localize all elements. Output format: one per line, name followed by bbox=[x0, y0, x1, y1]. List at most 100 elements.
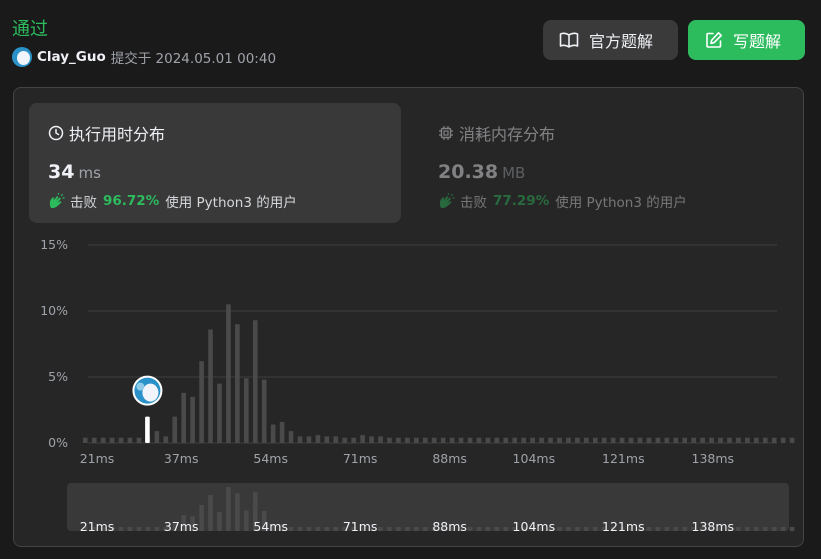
user-runtime-bar[interactable] bbox=[145, 416, 150, 443]
histogram-bar[interactable] bbox=[548, 437, 553, 443]
histogram-bar[interactable] bbox=[270, 424, 276, 443]
histogram-bar[interactable] bbox=[557, 437, 562, 443]
histogram-bar[interactable] bbox=[762, 437, 768, 443]
histogram-bar[interactable] bbox=[190, 396, 195, 443]
memory-beats: 击败 77.29% 使用 Python3 的用户 bbox=[438, 191, 687, 211]
histogram-bar[interactable] bbox=[109, 437, 115, 443]
histogram-bar[interactable] bbox=[252, 320, 258, 443]
histogram-bar[interactable] bbox=[333, 436, 339, 443]
navigator-bar bbox=[521, 527, 526, 531]
user-avatar[interactable] bbox=[12, 47, 32, 67]
user-avatar-face bbox=[142, 383, 159, 402]
histogram-bar[interactable] bbox=[610, 437, 616, 443]
histogram-bar[interactable] bbox=[163, 436, 169, 443]
histogram-bar[interactable] bbox=[566, 437, 571, 443]
histogram-bar[interactable] bbox=[306, 436, 312, 443]
histogram-bar[interactable] bbox=[235, 324, 240, 443]
histogram-bar[interactable] bbox=[458, 437, 464, 443]
histogram-bar[interactable] bbox=[244, 378, 249, 443]
histogram-bar[interactable] bbox=[342, 437, 348, 443]
stats-panel: 执行用时分布 34 ms 击败 96.72% 使用 Python3 的用户 消耗内… bbox=[13, 87, 804, 547]
histogram-bar[interactable] bbox=[789, 437, 795, 443]
histogram-bar[interactable] bbox=[422, 437, 428, 443]
histogram-bar[interactable] bbox=[736, 437, 741, 443]
navigator-bar bbox=[566, 527, 571, 531]
histogram-bar[interactable] bbox=[575, 437, 580, 443]
histogram-bar[interactable] bbox=[727, 437, 732, 443]
navigator-bar bbox=[700, 527, 705, 531]
histogram-bar[interactable] bbox=[584, 437, 589, 443]
histogram-bar[interactable] bbox=[601, 437, 607, 443]
histogram-bar[interactable] bbox=[324, 436, 330, 443]
histogram-bar[interactable] bbox=[494, 437, 500, 443]
histogram-bar[interactable] bbox=[521, 437, 526, 443]
memory-card[interactable]: 消耗内存分布 20.38 MB 击败 77.29% 使用 Python3 的用户 bbox=[419, 103, 791, 223]
histogram-bar[interactable] bbox=[476, 437, 482, 443]
runtime-card[interactable]: 执行用时分布 34 ms 击败 96.72% 使用 Python3 的用户 bbox=[29, 103, 401, 223]
histogram-bar[interactable] bbox=[288, 431, 294, 443]
histogram-bar[interactable] bbox=[82, 437, 88, 443]
histogram-bar[interactable] bbox=[154, 431, 160, 443]
histogram-bar[interactable] bbox=[136, 437, 142, 443]
histogram-bar[interactable] bbox=[279, 421, 285, 443]
histogram-bar[interactable] bbox=[691, 437, 696, 443]
histogram-bar[interactable] bbox=[172, 416, 178, 443]
histogram-bar[interactable] bbox=[431, 437, 437, 443]
navigator-bar bbox=[324, 527, 330, 531]
navigator-bar bbox=[369, 527, 374, 531]
histogram-bar[interactable] bbox=[360, 435, 365, 443]
histogram-bar[interactable] bbox=[503, 437, 509, 443]
histogram-bar[interactable] bbox=[315, 435, 321, 443]
clap-icon bbox=[439, 193, 455, 209]
histogram-bar[interactable] bbox=[745, 437, 750, 443]
y-tick-label: 5% bbox=[48, 369, 68, 384]
histogram-bar[interactable] bbox=[181, 392, 186, 443]
histogram-bar[interactable] bbox=[217, 383, 222, 443]
histogram-bar[interactable] bbox=[440, 437, 446, 443]
histogram-bar[interactable] bbox=[387, 437, 392, 443]
histogram-bar[interactable] bbox=[664, 437, 670, 443]
official-solution-button[interactable]: 官方题解 bbox=[543, 20, 678, 60]
histogram-bar[interactable] bbox=[700, 437, 705, 443]
navigator-bar bbox=[601, 527, 607, 531]
histogram-bar[interactable] bbox=[351, 437, 356, 443]
histogram-bar[interactable] bbox=[91, 437, 97, 443]
histogram-bar[interactable] bbox=[512, 437, 518, 443]
histogram-bar[interactable] bbox=[709, 437, 714, 443]
histogram-bar[interactable] bbox=[530, 437, 535, 443]
histogram-bar[interactable] bbox=[754, 437, 759, 443]
histogram-bar[interactable] bbox=[771, 437, 777, 443]
chart-y-ticks: 15% 10% 5% 0% bbox=[40, 237, 68, 450]
histogram-bar[interactable] bbox=[414, 437, 419, 443]
histogram-bar[interactable] bbox=[467, 437, 473, 443]
histogram-bar[interactable] bbox=[780, 437, 786, 443]
histogram-bar[interactable] bbox=[655, 437, 661, 443]
histogram-bar[interactable] bbox=[127, 437, 133, 443]
histogram-bar[interactable] bbox=[261, 379, 267, 443]
histogram-bar[interactable] bbox=[226, 304, 231, 443]
histogram-bar[interactable] bbox=[378, 436, 383, 443]
histogram-bar[interactable] bbox=[619, 437, 625, 443]
histogram-bar[interactable] bbox=[405, 437, 410, 443]
histogram-bar[interactable] bbox=[718, 437, 723, 443]
histogram-bar[interactable] bbox=[208, 329, 213, 443]
histogram-bar[interactable] bbox=[449, 437, 455, 443]
username-link[interactable]: Clay_Guo bbox=[37, 49, 106, 65]
histogram-bar[interactable] bbox=[646, 437, 652, 443]
histogram-bar[interactable] bbox=[396, 437, 401, 443]
histogram-bar[interactable] bbox=[592, 437, 598, 443]
histogram-bar[interactable] bbox=[539, 437, 544, 443]
histogram-bar[interactable] bbox=[297, 436, 303, 443]
write-solution-button[interactable]: 写题解 bbox=[688, 20, 805, 60]
histogram-bar[interactable] bbox=[369, 436, 374, 443]
navigator-bar bbox=[127, 527, 133, 531]
histogram-bar[interactable] bbox=[485, 437, 491, 443]
histogram-bar[interactable] bbox=[118, 437, 124, 443]
histogram-bar[interactable] bbox=[637, 437, 643, 443]
histogram-bar[interactable] bbox=[673, 437, 679, 443]
histogram-bar[interactable] bbox=[682, 437, 688, 443]
histogram-bar[interactable] bbox=[199, 361, 204, 443]
histogram-bar[interactable] bbox=[100, 437, 106, 443]
histogram-bar[interactable] bbox=[628, 437, 634, 443]
